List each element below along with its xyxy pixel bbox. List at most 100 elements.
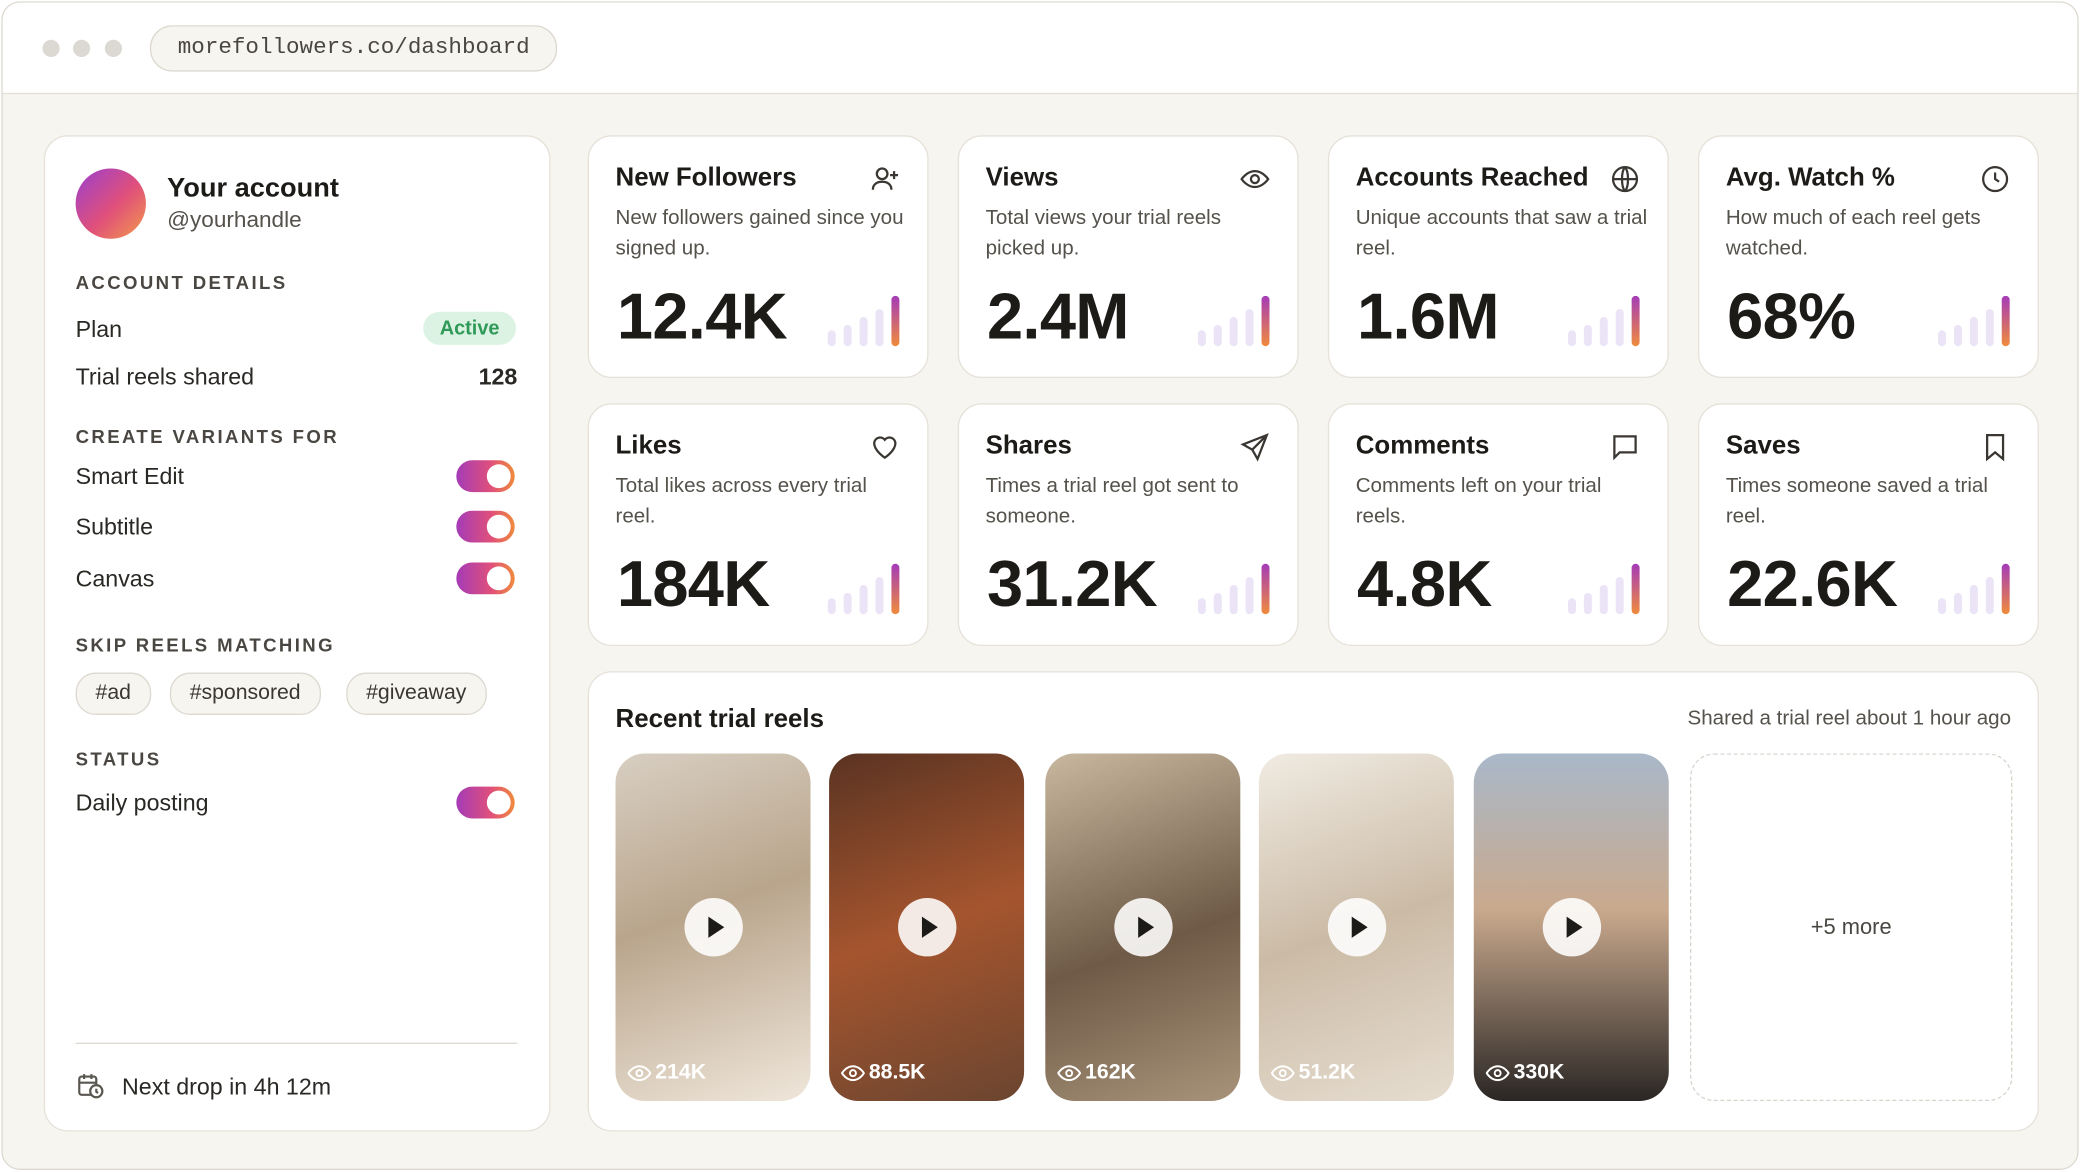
mini-bar — [1229, 317, 1238, 347]
mini-bar — [1938, 598, 1947, 615]
stat-card: Views Total views your trial reels picked… — [957, 135, 1299, 379]
mini-bar — [891, 295, 900, 347]
stat-value: 1.6M — [1357, 281, 1500, 353]
section-heading: SKIP REELS MATCHING — [75, 634, 335, 656]
mini-bar — [1953, 324, 1962, 347]
mini-bar — [1261, 563, 1270, 615]
browser-bar: morefollowers.co/dashboard — [2, 2, 2078, 95]
toggle[interactable] — [456, 562, 515, 595]
mini-bar — [1245, 309, 1254, 347]
avatar — [75, 168, 146, 239]
stat-value: 68% — [1727, 281, 1856, 353]
stat-value: 2.4M — [986, 281, 1130, 353]
play-icon — [921, 916, 938, 938]
stat-card: Avg. Watch % How much of each reel gets w… — [1697, 135, 2039, 379]
variant-label: Subtitle — [75, 513, 154, 540]
window-dot — [72, 39, 91, 58]
mini-bar — [1583, 592, 1592, 615]
stat-icon — [873, 436, 897, 459]
stat-icon — [1613, 435, 1637, 461]
stat-card: New Followers New followers gained since … — [587, 135, 929, 379]
stat-description: Total views your trial reels picked up. — [985, 206, 1222, 260]
stat-description: Times someone saved a trial reel. — [1725, 474, 1988, 528]
mini-bar — [1197, 598, 1206, 615]
account-handle: @yourhandle — [167, 206, 302, 233]
mini-bar — [1969, 317, 1978, 347]
more-reels[interactable]: +5 more — [1689, 753, 2013, 1102]
mini-bar — [1615, 577, 1624, 615]
toggle[interactable] — [456, 460, 515, 493]
stat-description: How much of each reel gets watched. — [1725, 206, 1981, 260]
reel-thumbnail[interactable]: 330K — [1473, 753, 1669, 1102]
mini-bar — [1599, 584, 1608, 615]
toggle[interactable] — [456, 510, 515, 543]
stat-icon — [1986, 433, 2005, 462]
section-heading: CREATE VARIANTS FOR — [75, 425, 340, 448]
mini-bar — [1969, 584, 1978, 615]
mini-bar — [1197, 330, 1206, 347]
reel-views: 51.2K — [1298, 1061, 1356, 1084]
reel-thumbnail[interactable]: 162K — [1045, 753, 1241, 1102]
account-name: Your account — [167, 172, 339, 203]
play-icon — [708, 916, 725, 938]
play-button — [1114, 898, 1173, 957]
stat-value: 31.2K — [986, 549, 1158, 621]
section-heading: STATUS — [75, 748, 162, 770]
eye-icon — [1270, 1065, 1295, 1082]
status-label: Daily posting — [75, 789, 209, 816]
tag[interactable]: #ad — [75, 672, 151, 715]
reel-thumbnail[interactable]: 51.2K — [1258, 753, 1454, 1102]
mini-bar — [2001, 563, 2010, 615]
play-button — [684, 898, 743, 957]
recent-panel: Recent trial reels Shared a trial reel a… — [587, 671, 2039, 1132]
stat-icon — [1240, 169, 1270, 189]
divider — [75, 1042, 518, 1044]
mini-bar — [1631, 563, 1640, 615]
status-badge: Active — [423, 311, 517, 345]
mini-bar — [1567, 598, 1576, 615]
stat-description: Total likes across every trial reel. — [615, 474, 867, 528]
mini-bar — [1938, 330, 1947, 347]
reel-views: 162K — [1085, 1061, 1136, 1084]
mini-bar — [843, 592, 852, 615]
mini-bar — [827, 330, 836, 347]
play-icon — [1566, 916, 1583, 938]
stat-description: Unique accounts that saw a trial reel. — [1355, 206, 1648, 260]
mini-bar — [1985, 577, 1994, 615]
mini-bar — [875, 577, 884, 615]
reel-thumbnail[interactable]: 214K — [615, 753, 811, 1102]
mini-bar — [1953, 592, 1962, 615]
section-heading: ACCOUNT DETAILS — [75, 271, 288, 294]
next-drop: Next drop in 4h 12m — [122, 1073, 332, 1100]
toggle[interactable] — [456, 786, 515, 819]
mini-bar — [1583, 324, 1592, 347]
stat-description: New followers gained since you signed up… — [615, 206, 904, 260]
mini-bar — [1985, 309, 1994, 347]
stat-value: 22.6K — [1727, 549, 1898, 621]
stat-icon — [1982, 166, 2009, 193]
variant-label: Canvas — [75, 565, 155, 592]
reels-value: 128 — [478, 363, 518, 390]
stat-title: Accounts Reached — [1355, 163, 1589, 193]
tag[interactable]: #sponsored — [169, 672, 321, 715]
mini-bar — [859, 317, 868, 347]
reel-thumbnail[interactable]: 88.5K — [829, 753, 1025, 1102]
stat-card: Shares Times a trial reel got sent to som… — [957, 403, 1299, 647]
window-dot — [42, 39, 60, 58]
mini-bar — [1213, 324, 1222, 347]
stat-value: 184K — [616, 549, 770, 621]
mini-bar — [1213, 592, 1222, 615]
stat-title: Likes — [615, 431, 682, 461]
reel-views: 88.5K — [868, 1061, 926, 1084]
stat-card: Comments Comments left on your trial reel… — [1327, 403, 1669, 647]
stat-title: Shares — [985, 431, 1072, 461]
play-icon — [1351, 916, 1368, 938]
recent-title: Recent trial reels — [615, 704, 825, 734]
tag[interactable]: #giveaway — [346, 672, 487, 715]
url-bar[interactable]: morefollowers.co/dashboard — [149, 25, 558, 72]
plan-label: Plan — [75, 315, 123, 343]
play-button — [898, 898, 957, 957]
stat-card: Saves Times someone saved a trial reel. 22… — [1697, 403, 2039, 647]
